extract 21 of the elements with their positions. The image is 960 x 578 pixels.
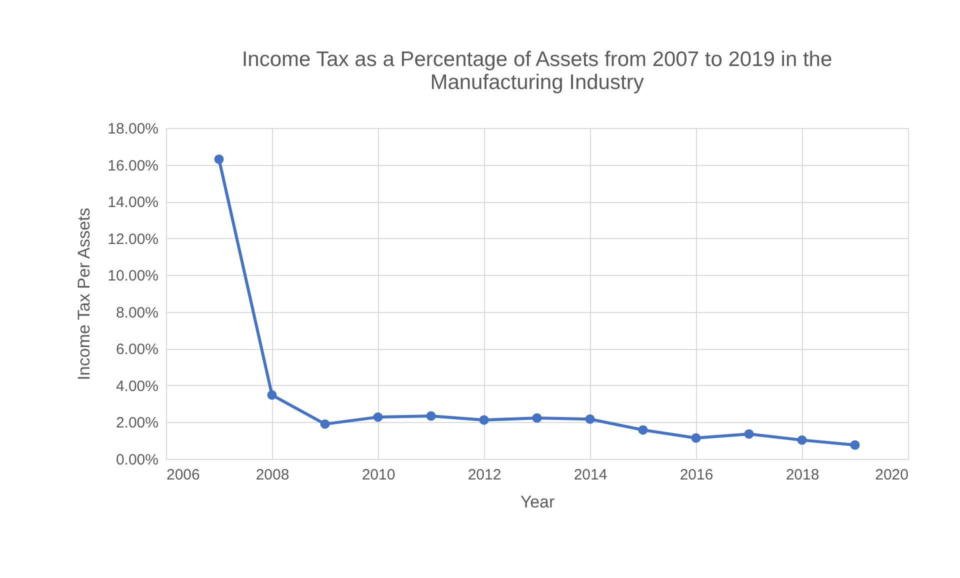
x-tick-label: 2014 <box>574 466 608 484</box>
chart-title: Income Tax as a Percentage of Assets from 2007 to 2019 in the Manufacturing Industry <box>242 48 832 94</box>
x-tick-label: 2020 <box>875 466 908 484</box>
y-tick-label: 4.00% <box>116 378 158 395</box>
y-tick-label: 16.00% <box>108 157 158 174</box>
x-tick-label: 2016 <box>680 466 714 484</box>
y-tick-label: 10.00% <box>108 268 158 285</box>
x-tick-label: 2012 <box>468 466 502 484</box>
x-axis-title: Year <box>520 492 556 512</box>
x-tick-label: 2008 <box>256 466 290 484</box>
x-tick-label: 2010 <box>362 466 396 484</box>
y-tick-label: 8.00% <box>116 304 158 322</box>
y-tick-label: 18.00% <box>108 120 158 138</box>
y-tick-label: 0.00% <box>116 452 158 468</box>
x-tick-label: 2006 <box>166 466 200 484</box>
x-tick-label: 2018 <box>786 466 820 484</box>
y-tick-label: 6.00% <box>116 341 158 358</box>
y-tick-label: 14.00% <box>108 194 158 212</box>
y-tick-label: 2.00% <box>116 414 158 432</box>
y-tick-label: 12.00% <box>108 230 158 248</box>
y-axis-title: Income Tax Per Assets <box>74 208 94 380</box>
